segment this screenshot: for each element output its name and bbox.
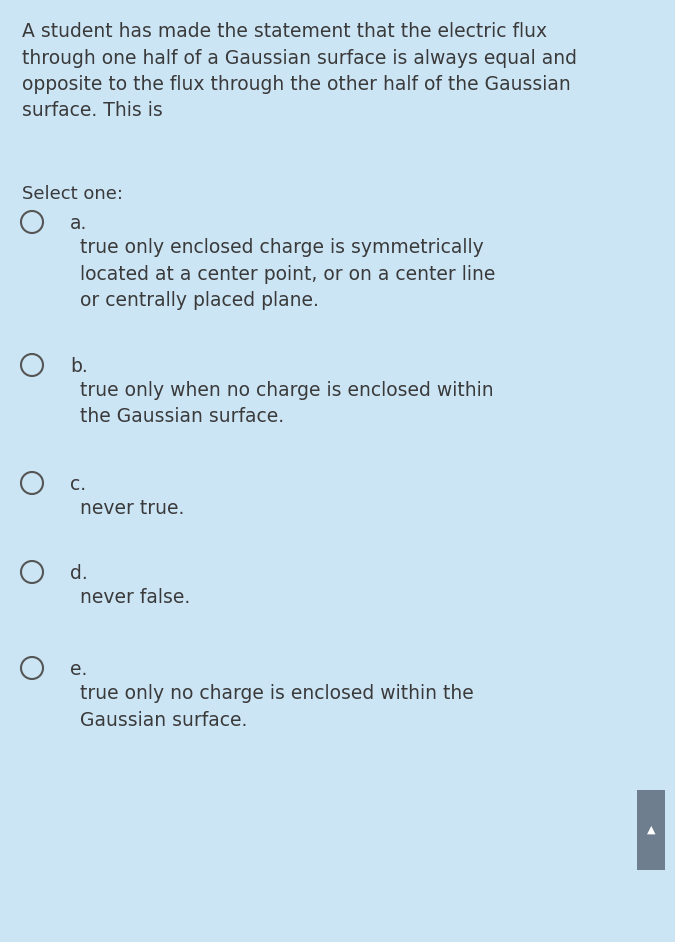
Text: true only when no charge is enclosed within
the Gaussian surface.: true only when no charge is enclosed wit…: [80, 381, 493, 427]
Text: c.: c.: [70, 475, 86, 494]
Text: ▲: ▲: [647, 825, 655, 835]
Text: never false.: never false.: [80, 588, 190, 607]
Text: e.: e.: [70, 660, 87, 679]
Text: Select one:: Select one:: [22, 185, 123, 203]
Circle shape: [21, 354, 43, 376]
Text: true only enclosed charge is symmetrically
located at a center point, or on a ce: true only enclosed charge is symmetrical…: [80, 238, 495, 310]
Text: never true.: never true.: [80, 499, 184, 518]
Text: b.: b.: [70, 357, 88, 376]
Text: d.: d.: [70, 564, 88, 583]
Circle shape: [21, 561, 43, 583]
Text: a.: a.: [70, 214, 87, 233]
Circle shape: [21, 472, 43, 494]
Bar: [637, 790, 665, 870]
Text: A student has made the statement that the electric flux
through one half of a Ga: A student has made the statement that th…: [22, 22, 577, 121]
Circle shape: [21, 657, 43, 679]
Circle shape: [21, 211, 43, 233]
Text: true only no charge is enclosed within the
Gaussian surface.: true only no charge is enclosed within t…: [80, 684, 474, 729]
